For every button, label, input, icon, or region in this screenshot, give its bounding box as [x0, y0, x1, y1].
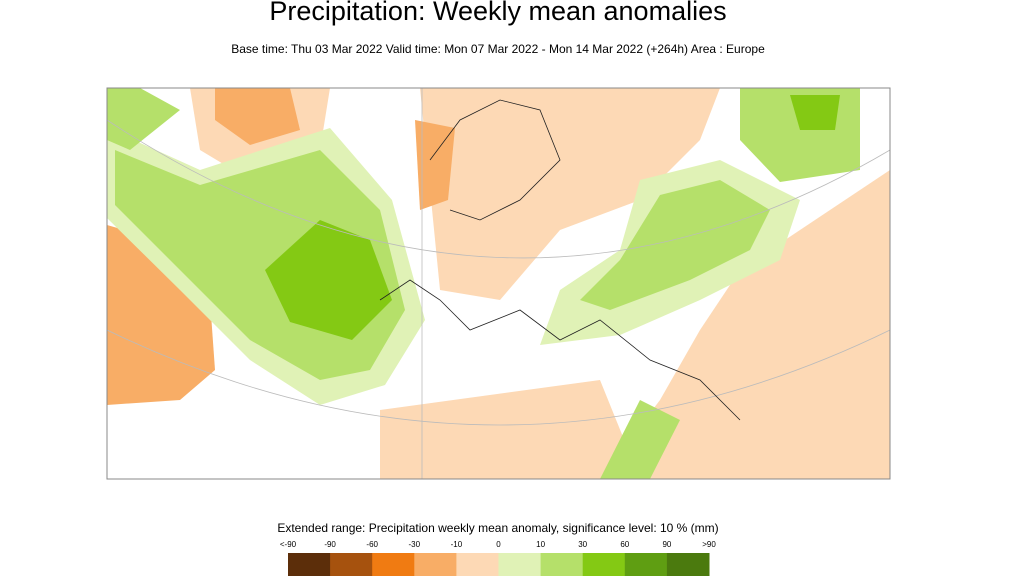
- legend-swatch: [624, 553, 668, 576]
- legend-swatch: [498, 553, 542, 576]
- legend: <-90 -90 -60 -30 -10 0 10 30 60 90 >90: [280, 540, 716, 576]
- legend-label: 90: [662, 540, 671, 549]
- title: Precipitation: Weekly mean anomalies: [269, 0, 726, 26]
- legend-label: >90: [702, 540, 716, 549]
- anomaly-area: [415, 120, 455, 210]
- legend-label: -60: [366, 540, 378, 549]
- subtitle: Base time: Thu 03 Mar 2022 Valid time: M…: [231, 42, 765, 56]
- legend-label: 0: [496, 540, 501, 549]
- legend-label: -30: [409, 540, 421, 549]
- anomaly-area: [580, 180, 770, 310]
- legend-swatch: [666, 553, 710, 576]
- anomaly-area: [215, 88, 300, 145]
- legend-swatch: [288, 553, 331, 576]
- legend-swatch: [414, 553, 457, 576]
- legend-title: Extended range: Precipitation weekly mea…: [277, 521, 718, 535]
- legend-label: <-90: [280, 540, 297, 549]
- anomaly-area: [107, 225, 215, 405]
- legend-swatch: [582, 553, 626, 576]
- legend-label: 10: [536, 540, 545, 549]
- coastline: [429, 99, 561, 221]
- graticule: [107, 119, 890, 259]
- graticule: [107, 329, 890, 426]
- legend-swatch: [372, 553, 415, 576]
- legend-label: -90: [324, 540, 336, 549]
- legend-swatch: [540, 553, 584, 576]
- map: [106, 87, 891, 480]
- anomaly-area: [265, 220, 392, 340]
- legend-label: 30: [578, 540, 587, 549]
- anomaly-area: [600, 400, 680, 479]
- anomaly-area: [790, 95, 840, 130]
- anomaly-area: [380, 380, 640, 479]
- legend-label: -10: [451, 540, 463, 549]
- legend-swatch: [330, 553, 373, 576]
- map-frame: [106, 87, 891, 480]
- anomaly-area: [420, 88, 720, 300]
- anomaly-area: [600, 170, 890, 479]
- coastline: [379, 279, 741, 421]
- anomaly-area: [107, 88, 180, 150]
- legend-label: 60: [620, 540, 629, 549]
- legend-swatch: [456, 553, 499, 576]
